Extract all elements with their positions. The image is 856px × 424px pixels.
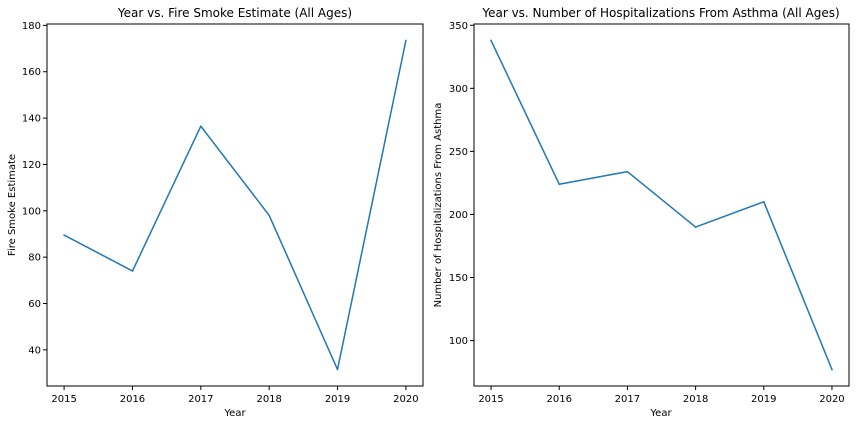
plot-frame <box>473 23 850 387</box>
chart-title: Year vs. Number of Hospitalizations From… <box>481 6 839 20</box>
y-tick-label: 100 <box>449 336 468 347</box>
x-tick-label: 2016 <box>547 394 572 405</box>
y-tick-label: 150 <box>449 273 468 284</box>
y-tick-label: 300 <box>449 84 468 95</box>
x-tick-label: 2020 <box>819 394 844 405</box>
y-tick-label: 120 <box>22 160 41 171</box>
y-ticks: 40 60 80 100 120 140 160 180 <box>22 21 47 356</box>
data-point <box>490 39 492 42</box>
plot-frame <box>46 23 424 387</box>
y-tick-label: 40 <box>28 345 41 356</box>
y-ticks: 100 150 200 250 300 350 <box>449 21 474 347</box>
y-tick-label: 160 <box>22 67 41 78</box>
data-point <box>558 183 560 185</box>
data-point <box>63 234 65 236</box>
chart-asthma-hospitalizations: Year vs. Number of Hospitalizations From… <box>433 6 850 419</box>
y-axis-label: Number of Hospitalizations From Asthma <box>433 103 444 308</box>
data-point <box>626 170 629 173</box>
x-tick-label: 2019 <box>751 394 776 405</box>
x-ticks: 2015 2016 2017 2018 2019 2020 <box>51 386 419 405</box>
chart-fire-smoke: Year vs. Fire Smoke Estimate (All Ages) … <box>7 6 424 419</box>
y-tick-label: 60 <box>28 299 41 310</box>
data-point <box>268 214 270 217</box>
x-tick-label: 2015 <box>478 394 503 405</box>
y-tick-label: 200 <box>449 210 468 221</box>
chart-title: Year vs. Fire Smoke Estimate (All Ages) <box>117 6 352 20</box>
y-tick-label: 140 <box>22 114 41 125</box>
x-tick-label: 2019 <box>325 394 350 405</box>
y-tick-label: 350 <box>449 21 468 32</box>
data-point <box>694 226 697 228</box>
x-axis-label: Year <box>223 408 246 419</box>
x-axis-label: Year <box>649 408 672 419</box>
x-ticks: 2015 2016 2017 2018 2019 2020 <box>478 386 845 405</box>
x-tick-label: 2020 <box>393 394 418 405</box>
x-tick-label: 2018 <box>256 394 281 405</box>
data-point <box>763 201 765 203</box>
x-tick-label: 2018 <box>683 394 708 405</box>
y-tick-label: 100 <box>22 206 41 217</box>
data-point <box>200 125 202 127</box>
data-point <box>405 39 407 42</box>
series-line <box>63 39 407 371</box>
data-point <box>131 270 134 272</box>
y-axis-label: Fire Smoke Estimate <box>7 154 18 256</box>
x-tick-label: 2017 <box>188 394 213 405</box>
x-tick-label: 2015 <box>51 394 76 405</box>
y-tick-label: 80 <box>28 253 41 264</box>
data-points <box>63 39 407 371</box>
data-point <box>336 368 339 371</box>
x-tick-label: 2017 <box>615 394 640 405</box>
data-point <box>831 368 833 371</box>
data-points <box>490 39 833 371</box>
y-tick-label: 180 <box>22 21 41 32</box>
y-tick-label: 250 <box>449 147 468 158</box>
series-line <box>490 39 833 371</box>
x-tick-label: 2016 <box>120 394 145 405</box>
